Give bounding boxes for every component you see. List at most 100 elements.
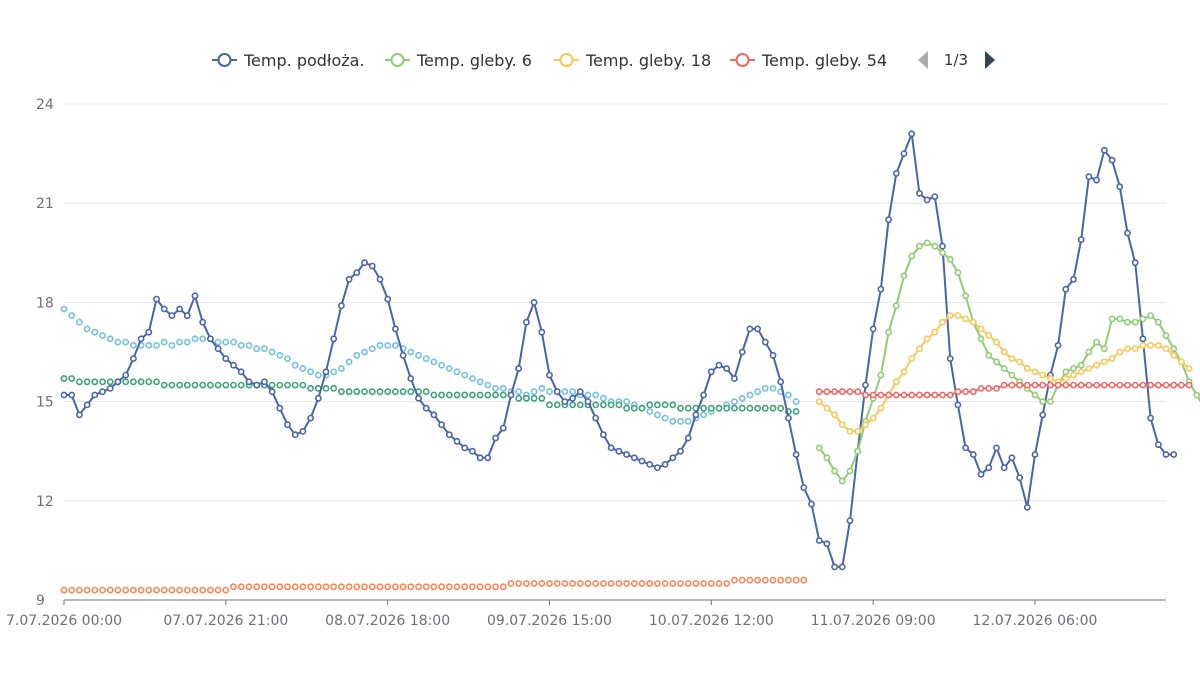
- data-point[interactable]: [638, 457, 646, 465]
- data-point[interactable]: [523, 580, 530, 587]
- data-point[interactable]: [638, 404, 646, 412]
- data-point[interactable]: [592, 391, 600, 399]
- data-point[interactable]: [145, 328, 153, 336]
- data-point[interactable]: [530, 388, 538, 396]
- data-point[interactable]: [823, 404, 831, 412]
- data-point[interactable]: [723, 580, 731, 587]
- data-point[interactable]: [137, 335, 145, 343]
- data-point[interactable]: [391, 341, 399, 349]
- data-point[interactable]: [237, 341, 245, 349]
- data-point[interactable]: [746, 325, 754, 333]
- data-point[interactable]: [345, 358, 353, 366]
- data-point[interactable]: [1039, 371, 1047, 379]
- data-point[interactable]: [584, 580, 592, 587]
- data-point[interactable]: [1000, 464, 1008, 472]
- data-point[interactable]: [761, 404, 769, 412]
- data-point[interactable]: [153, 341, 160, 349]
- data-point[interactable]: [785, 414, 792, 422]
- data-point[interactable]: [1054, 381, 1062, 389]
- data-point[interactable]: [1000, 348, 1008, 356]
- data-point[interactable]: [1170, 351, 1178, 359]
- data-point[interactable]: [515, 580, 523, 587]
- data-point[interactable]: [499, 391, 507, 399]
- data-point[interactable]: [792, 576, 800, 584]
- data-point[interactable]: [99, 332, 106, 339]
- data-point[interactable]: [91, 586, 99, 594]
- data-point[interactable]: [931, 193, 939, 200]
- data-point[interactable]: [214, 586, 222, 594]
- data-point[interactable]: [1170, 451, 1178, 458]
- data-point[interactable]: [1116, 183, 1124, 191]
- data-point[interactable]: [1093, 381, 1100, 389]
- data-point[interactable]: [1124, 345, 1131, 353]
- data-point[interactable]: [792, 451, 800, 458]
- data-point[interactable]: [430, 358, 438, 366]
- data-point[interactable]: [623, 398, 630, 405]
- data-point[interactable]: [1108, 315, 1116, 323]
- data-point[interactable]: [376, 275, 384, 283]
- data-point[interactable]: [769, 404, 777, 412]
- data-point[interactable]: [399, 583, 407, 591]
- data-point[interactable]: [1070, 371, 1077, 379]
- data-point[interactable]: [337, 388, 345, 396]
- data-point[interactable]: [384, 341, 392, 349]
- data-point[interactable]: [299, 381, 307, 389]
- data-point[interactable]: [969, 451, 977, 458]
- data-point[interactable]: [746, 391, 754, 399]
- data-point[interactable]: [1077, 381, 1085, 389]
- data-point[interactable]: [677, 404, 684, 412]
- data-point[interactable]: [253, 345, 261, 353]
- data-point[interactable]: [908, 391, 916, 399]
- data-point[interactable]: [939, 318, 946, 326]
- data-point[interactable]: [407, 375, 415, 382]
- data-point[interactable]: [276, 583, 284, 591]
- data-point[interactable]: [1100, 381, 1108, 389]
- data-point[interactable]: [492, 583, 499, 591]
- data-point[interactable]: [569, 394, 576, 402]
- data-point[interactable]: [168, 586, 176, 594]
- data-point[interactable]: [307, 583, 314, 591]
- data-point[interactable]: [700, 411, 707, 419]
- data-point[interactable]: [461, 444, 469, 452]
- data-point[interactable]: [553, 388, 561, 396]
- data-point[interactable]: [83, 378, 91, 386]
- data-point[interactable]: [245, 583, 253, 591]
- data-point[interactable]: [160, 381, 168, 389]
- data-point[interactable]: [214, 338, 222, 346]
- data-point[interactable]: [523, 318, 530, 326]
- data-point[interactable]: [284, 355, 291, 362]
- data-point[interactable]: [1047, 381, 1054, 389]
- data-point[interactable]: [862, 391, 869, 399]
- data-point[interactable]: [962, 388, 969, 396]
- data-point[interactable]: [761, 576, 769, 584]
- data-point[interactable]: [222, 355, 230, 362]
- data-point[interactable]: [137, 378, 145, 386]
- data-point[interactable]: [245, 341, 253, 349]
- data-point[interactable]: [569, 580, 576, 587]
- data-point[interactable]: [754, 388, 761, 396]
- data-point[interactable]: [584, 391, 592, 399]
- data-point[interactable]: [153, 295, 160, 303]
- data-point[interactable]: [384, 583, 392, 591]
- data-point[interactable]: [962, 292, 969, 300]
- data-point[interactable]: [769, 351, 777, 359]
- data-point[interactable]: [468, 583, 476, 591]
- data-point[interactable]: [307, 414, 314, 422]
- data-point[interactable]: [183, 338, 191, 346]
- data-point[interactable]: [1047, 398, 1054, 405]
- data-point[interactable]: [1062, 285, 1070, 293]
- data-point[interactable]: [1170, 381, 1178, 389]
- legend-item[interactable]: Temp. gleby. 6: [385, 51, 532, 70]
- data-point[interactable]: [461, 391, 469, 399]
- data-point[interactable]: [1162, 345, 1170, 353]
- data-point[interactable]: [846, 388, 854, 396]
- data-point[interactable]: [1139, 315, 1147, 323]
- data-point[interactable]: [561, 398, 569, 405]
- data-point[interactable]: [284, 421, 291, 429]
- data-point[interactable]: [199, 335, 207, 343]
- data-point[interactable]: [546, 371, 553, 379]
- data-point[interactable]: [561, 388, 569, 396]
- data-point[interactable]: [785, 576, 792, 584]
- data-point[interactable]: [438, 361, 445, 369]
- data-point[interactable]: [160, 338, 168, 346]
